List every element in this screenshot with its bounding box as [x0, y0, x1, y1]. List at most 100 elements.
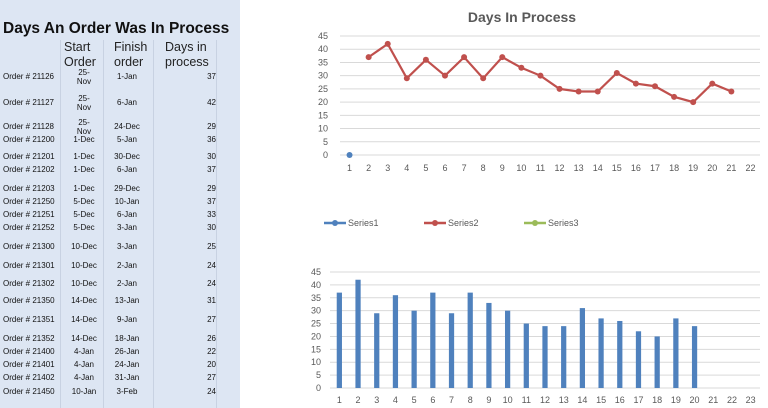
start-order-header: Start Order [64, 40, 96, 69]
sheet-gridline [153, 40, 154, 408]
bar-chart-y-tick: 0 [316, 383, 321, 393]
line-chart-x-tick: 21 [726, 163, 736, 173]
bar-chart-y-tick: 25 [311, 319, 321, 329]
finish-date-cell: 10-Jan [114, 197, 140, 206]
finish-date-cell: 30-Dec [114, 152, 140, 161]
bar-chart-y-tick: 45 [311, 267, 321, 277]
data-point [499, 54, 506, 61]
bar-chart-x-tick: 23 [746, 395, 756, 405]
start-date-cell: 1-Dec [73, 165, 95, 174]
finish-date-cell: 2-Jan [116, 261, 137, 270]
finish-date-cell: 3-Jan [116, 223, 137, 232]
start-date-cell: 25- Nov [76, 94, 92, 112]
finish-date-cell: 18-Jan [114, 334, 140, 343]
line-chart-title: Days In Process [468, 9, 576, 25]
days-cell: 27 [207, 373, 216, 382]
bar-chart-x-tick: 20 [690, 395, 700, 405]
bar-chart-x-tick: 5 [412, 395, 417, 405]
bar [392, 295, 399, 388]
data-point [403, 75, 410, 82]
data-point [537, 72, 544, 79]
line-chart-y-tick: 35 [318, 57, 328, 67]
line-chart-y-tick: 45 [318, 31, 328, 41]
days-cell: 24 [207, 387, 216, 396]
data-point [461, 54, 468, 61]
data-point [384, 40, 391, 47]
order-id-cell: Order # 21201 [3, 152, 55, 161]
line-chart-x-tick: 7 [462, 163, 467, 173]
line-chart-x-tick: 19 [688, 163, 698, 173]
days-cell: 27 [207, 315, 216, 324]
line-chart-x-tick: 2 [366, 163, 371, 173]
data-point [480, 75, 487, 82]
bar-chart-x-tick: 3 [374, 395, 379, 405]
series-line-series2 [368, 42, 732, 104]
line-chart-x-tick: 16 [631, 163, 641, 173]
bar-chart-x-tick: 17 [633, 395, 643, 405]
line-chart-x-tick: 6 [442, 163, 447, 173]
bar [411, 310, 417, 388]
line-chart-x-tick: 10 [516, 163, 526, 173]
line-chart-x-tick: 3 [385, 163, 390, 173]
bar [691, 326, 698, 388]
start-date-cell: 5-Dec [73, 223, 95, 232]
data-point [728, 88, 735, 95]
start-date-cell: 1-Dec [73, 152, 95, 161]
legend-marker [532, 220, 538, 226]
bar [336, 292, 342, 388]
bar-chart-x-tick: 7 [449, 395, 454, 405]
start-date-cell: 14-Dec [71, 315, 97, 324]
sheet-gridline [60, 40, 61, 408]
bar [635, 331, 642, 388]
line-chart-y-tick: 10 [318, 124, 328, 134]
legend-label: Series2 [448, 218, 479, 228]
order-id-cell: Order # 21302 [3, 279, 55, 288]
order-id-cell: Order # 21128 [3, 122, 54, 131]
line-chart-x-tick: 12 [555, 163, 565, 173]
bar-chart-x-tick: 18 [652, 395, 662, 405]
bar-chart-x-tick: 10 [503, 395, 513, 405]
bar-chart-y-tick: 20 [311, 331, 321, 341]
data-point [422, 56, 429, 63]
data-point [556, 85, 563, 92]
days-cell: 33 [207, 210, 216, 219]
legend-marker [432, 220, 438, 226]
finish-date-cell: 1-Jan [116, 72, 137, 81]
bar-chart-x-tick: 11 [522, 395, 531, 405]
bar [355, 279, 361, 388]
start-date-cell: 10-Dec [71, 261, 97, 270]
bar-chart-x-tick: 4 [393, 395, 398, 405]
bar [561, 326, 567, 388]
order-id-cell: Order # 21251 [3, 210, 55, 219]
bar-chart-x-tick: 14 [577, 395, 587, 405]
line-chart-x-tick: 13 [574, 163, 584, 173]
start-date-cell: 10-Jan [71, 387, 97, 396]
order-id-cell: Order # 21350 [3, 296, 55, 305]
bar [430, 292, 436, 388]
bar [673, 318, 679, 388]
data-point [690, 99, 697, 106]
finish-date-cell: 9-Jan [116, 315, 137, 324]
order-id-cell: Order # 21202 [3, 165, 55, 174]
data-point [346, 152, 353, 158]
days-cell: 20 [207, 360, 216, 369]
line-chart-x-tick: 17 [650, 163, 660, 173]
finish-date-cell: 3-Jan [116, 242, 137, 251]
order-id-cell: Order # 21352 [3, 334, 55, 343]
start-date-cell: 14-Dec [71, 334, 97, 343]
line-chart-y-tick: 40 [318, 44, 328, 54]
finish-date-cell: 13-Jan [114, 296, 140, 305]
bar-chart-x-tick: 21 [708, 395, 718, 405]
days-cell: 29 [207, 122, 216, 131]
bar [374, 313, 380, 388]
days-cell: 24 [207, 279, 216, 288]
bar-chart-y-tick: 10 [311, 357, 321, 367]
bar [542, 326, 548, 388]
sheet-gridline [216, 40, 217, 408]
data-point [709, 80, 716, 87]
data-point [442, 72, 448, 79]
bar-chart-x-tick: 9 [486, 395, 491, 405]
order-id-cell: Order # 21126 [3, 72, 54, 81]
start-date-cell: 1-Dec [73, 184, 95, 193]
start-date-cell: 10-Dec [71, 242, 97, 251]
